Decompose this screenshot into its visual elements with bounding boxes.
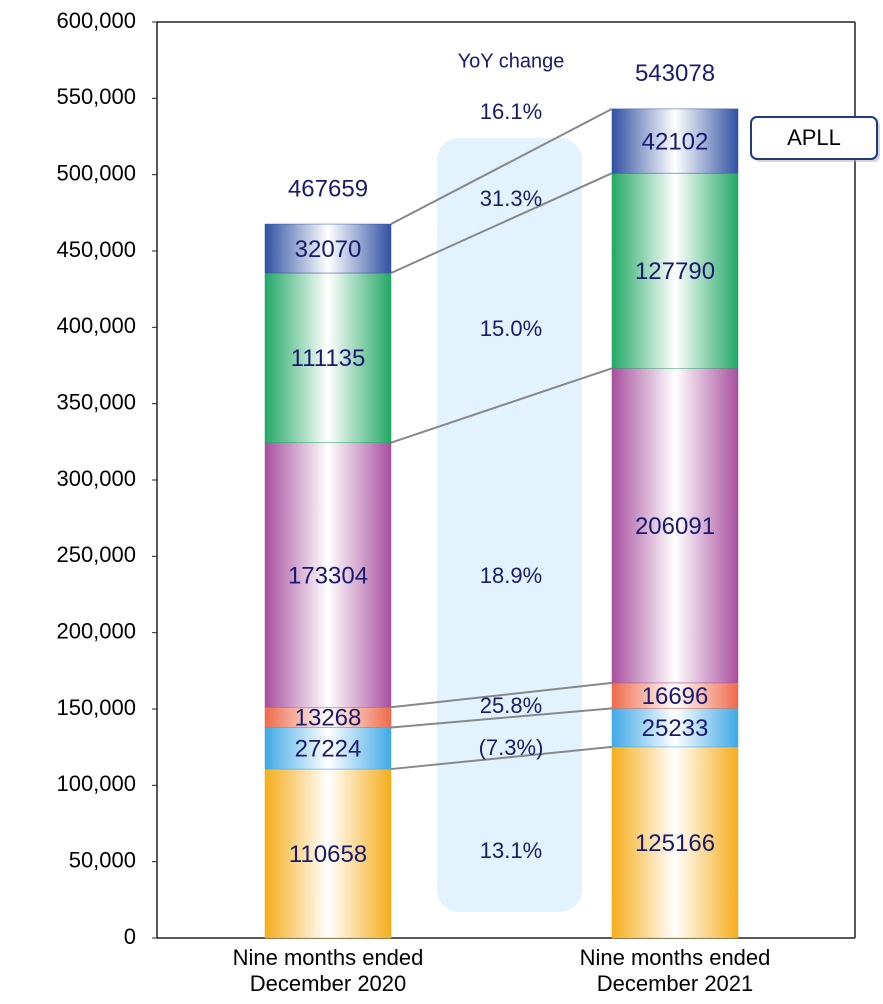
y-tick-label: 50,000: [69, 847, 136, 872]
data-label: 111135: [291, 345, 366, 372]
yoy-label: 15.0%: [480, 316, 542, 341]
y-tick-label: 550,000: [56, 84, 136, 109]
data-label: 125166: [635, 830, 715, 857]
yoy-title: YoY change: [458, 50, 565, 72]
yoy-label: 25.8%: [480, 693, 542, 718]
y-tick-label: 0: [124, 924, 136, 949]
data-label: 25233: [642, 715, 709, 742]
bar-segment: [264, 727, 392, 770]
connector: [390, 681, 613, 709]
data-label: 13268: [295, 705, 362, 732]
bar-segment: [611, 368, 739, 684]
data-label: 110658: [289, 841, 367, 868]
bar-segment: [611, 172, 739, 369]
y-tick-label: 500,000: [56, 160, 136, 185]
bar-segment: [611, 708, 739, 748]
data-label: 32070: [295, 236, 362, 263]
yoy-label: 18.9%: [480, 563, 542, 588]
yoy-label: (7.3%): [479, 735, 544, 760]
connector: [390, 707, 613, 729]
bar-segment: [264, 223, 392, 274]
yoy-band: [437, 138, 582, 912]
x-tick-label: Nine months ended December 2020: [232, 945, 424, 996]
bar-segment: [264, 272, 392, 443]
y-tick-label: 350,000: [56, 389, 136, 414]
y-tick-label: 400,000: [56, 313, 136, 338]
yoy-label: 31.3%: [480, 186, 542, 211]
y-tick-label: 200,000: [56, 618, 136, 643]
y-tick-label: 450,000: [56, 237, 136, 262]
connector: [390, 367, 613, 444]
data-label: 127790: [635, 258, 715, 285]
data-label: 173304: [288, 562, 368, 589]
bar-segment: [611, 746, 739, 939]
callout-box: [750, 116, 878, 160]
connector: [390, 108, 613, 225]
x-tick-label: Nine months ended December 2021: [579, 945, 771, 996]
bar-segment: [611, 108, 739, 174]
yoy-label: 13.1%: [480, 838, 542, 863]
y-tick-label: 100,000: [56, 771, 136, 796]
data-label: 42102: [642, 128, 709, 155]
data-label: 16696: [642, 683, 709, 710]
bar-segment: [264, 442, 392, 708]
connector: [390, 745, 613, 771]
total-label: 467659: [288, 175, 368, 202]
bar-segment: [264, 768, 392, 939]
yoy-total: 16.1%: [480, 99, 542, 124]
y-tick-label: 250,000: [56, 542, 136, 567]
bar-segment: [611, 682, 739, 709]
connector: [390, 172, 613, 274]
legend-entry: APLL: [787, 125, 841, 150]
y-tick-label: 150,000: [56, 695, 136, 720]
total-label: 543078: [635, 60, 715, 87]
data-label: 27224: [295, 736, 362, 763]
data-label: 206091: [635, 513, 715, 540]
y-tick-label: 300,000: [56, 466, 136, 491]
y-tick-label: 600,000: [56, 8, 136, 33]
